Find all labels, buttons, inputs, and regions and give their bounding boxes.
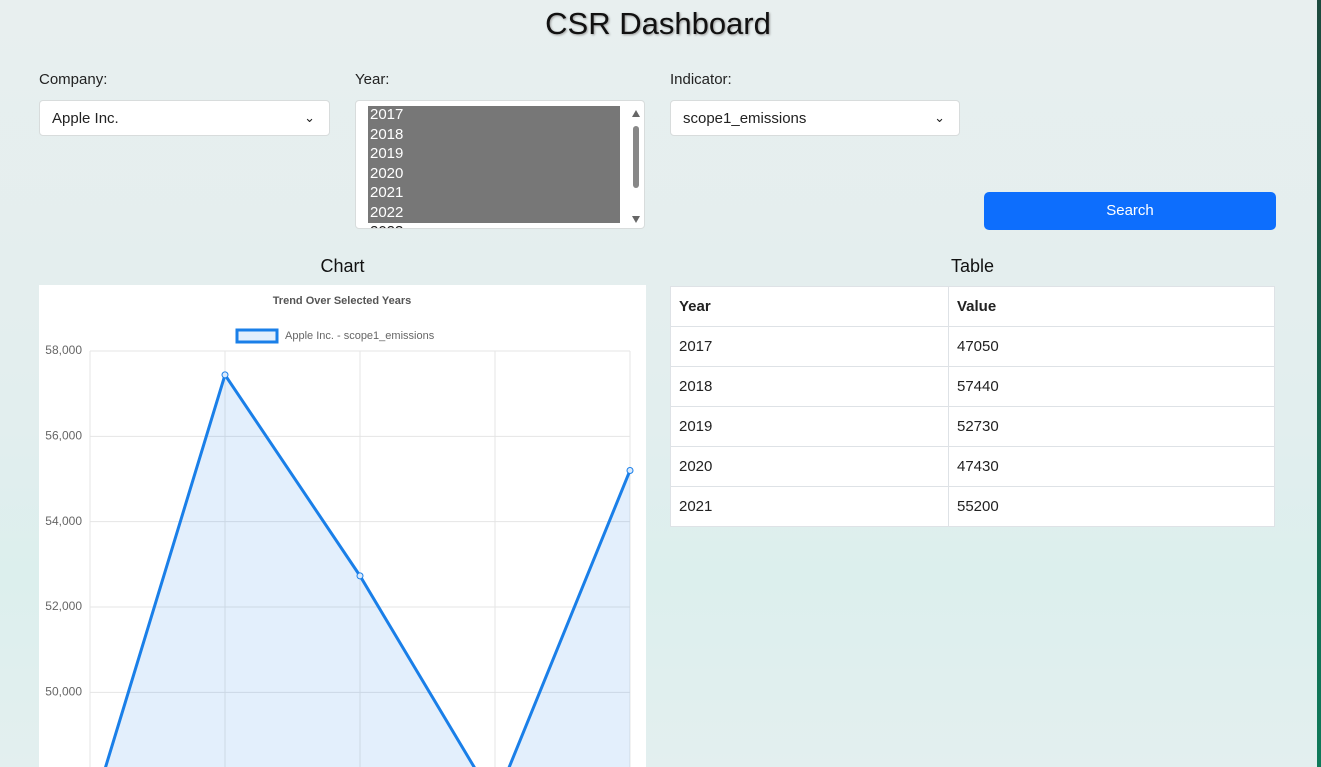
table-row: 2017 47050 [670, 326, 1275, 367]
year-option: 2021 [368, 184, 620, 204]
page-title: CSR Dashboard [545, 6, 771, 41]
table-cell: 47050 [948, 326, 1275, 367]
table-cell: 57440 [948, 366, 1275, 407]
y-tick-label: 56,000 [45, 429, 82, 443]
table-cell: 52730 [948, 406, 1275, 447]
indicator-label: Indicator: [670, 71, 732, 88]
table-row: 2018 57440 [670, 366, 1275, 407]
table-cell: 2020 [670, 446, 949, 487]
company-select[interactable]: Apple Inc. ⌄ [39, 100, 330, 136]
chart-title: Trend Over Selected Years [273, 295, 412, 307]
y-tick-label: 52,000 [45, 599, 82, 613]
data-table: Year Value 2017 47050 2018 57440 2019 52730 2020… [670, 286, 1275, 527]
table-cell: 55200 [948, 486, 1275, 527]
year-option: 2022 [368, 203, 620, 223]
company-label: Company: [39, 71, 108, 88]
year-option: 2020 [368, 164, 620, 184]
table-heading: Table [950, 256, 995, 276]
area [105, 374, 630, 767]
table-cell: 47430 [948, 446, 1275, 487]
year-option: 2019 [368, 145, 620, 165]
year-option: 2018 [368, 125, 620, 145]
year-listbox[interactable]: 2017201820192020202120222023 [355, 100, 645, 229]
table-cell: 2018 [670, 366, 949, 407]
legend-swatch [235, 328, 279, 344]
chart-heading: Chart [320, 256, 365, 276]
table-cell: 2019 [670, 406, 949, 447]
indicator-select[interactable]: scope1_emissions ⌄ [670, 100, 960, 136]
y-tick-label: 54,000 [45, 514, 82, 528]
table-row: 2020 47430 [670, 446, 1275, 487]
chart: Trend Over Selected Years 50,000 52,000 54… [45, 295, 634, 767]
company-value: Apple Inc. [52, 110, 119, 127]
year-option: 2017 [368, 106, 620, 126]
table-header-cell: Year [670, 286, 949, 327]
point [356, 572, 364, 580]
year-label: Year: [355, 71, 390, 88]
table-header-row: Year Value [670, 286, 1275, 327]
y-tick-label: 58,000 [45, 343, 82, 357]
table-cell: 2017 [670, 326, 949, 367]
chevron: ⌄ [304, 110, 315, 125]
chevron: ⌄ [934, 110, 945, 125]
y-tick-label: 50,000 [45, 685, 82, 699]
table-row: 2019 52730 [670, 406, 1275, 447]
table-cell: 2021 [670, 486, 949, 527]
point [221, 371, 229, 379]
edge [1317, 0, 1321, 767]
point [626, 466, 634, 474]
scrollbar [632, 110, 640, 223]
table-row: 2021 55200 [670, 486, 1275, 527]
chart-container: Trend Over Selected Years 50,000 52,000 54… [39, 285, 646, 767]
year-option: 2023 [368, 223, 620, 228]
table-header-cell: Value [948, 286, 1275, 327]
indicator-value: scope1_emissions [683, 110, 807, 127]
search-button[interactable]: Search [984, 192, 1276, 230]
legend-label: Apple Inc. - scope1_emissions [285, 330, 435, 342]
